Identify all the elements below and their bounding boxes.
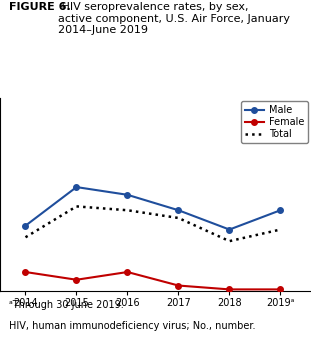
Female — [279, 287, 282, 291]
Text: FIGURE 6.: FIGURE 6. — [9, 2, 71, 12]
Male — [24, 224, 27, 228]
Total — [279, 227, 282, 232]
Male — [279, 208, 282, 212]
Text: HIV, human immunodeficiency virus; No., number.: HIV, human immunodeficiency virus; No., … — [9, 321, 256, 331]
Male — [228, 227, 231, 232]
Line: Female: Female — [23, 269, 283, 292]
Total — [177, 216, 180, 220]
Female — [24, 270, 27, 274]
Male — [126, 193, 129, 197]
Line: Male: Male — [23, 184, 283, 232]
Female — [177, 284, 180, 288]
Total — [24, 235, 27, 239]
Female — [126, 270, 129, 274]
Text: ᵃThrough 30 June 2019.: ᵃThrough 30 June 2019. — [9, 300, 124, 310]
Female — [75, 278, 78, 282]
Legend: Male, Female, Total: Male, Female, Total — [241, 101, 308, 143]
Male — [177, 208, 180, 212]
Male — [75, 185, 78, 189]
Female — [228, 287, 231, 291]
Total — [126, 208, 129, 212]
Line: Total: Total — [26, 206, 281, 241]
Total — [228, 239, 231, 243]
Total — [75, 204, 78, 208]
Text: HIV seroprevalence rates, by sex,
active component, U.S. Air Force, January
2014: HIV seroprevalence rates, by sex, active… — [58, 2, 290, 35]
